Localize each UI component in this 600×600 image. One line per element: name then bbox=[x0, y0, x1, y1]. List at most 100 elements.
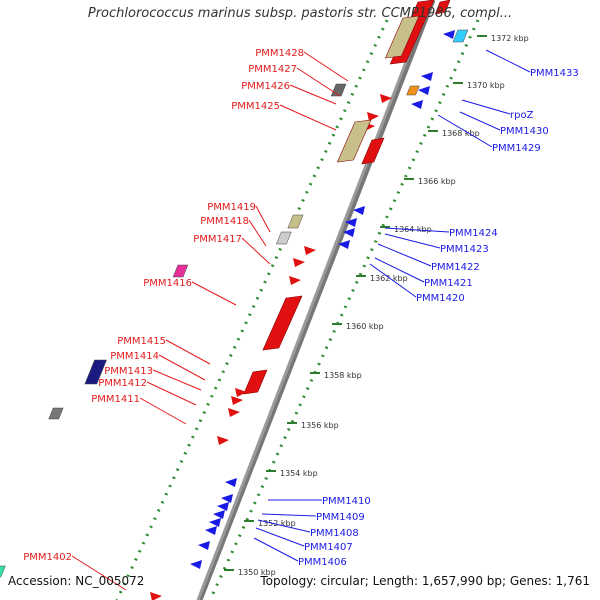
gene-label-rpoz[interactable]: rpoZ bbox=[510, 110, 534, 121]
gene-shape-reverse[interactable] bbox=[338, 240, 350, 249]
gene-label-pmm1415[interactable]: PMM1415 bbox=[117, 336, 166, 347]
gene-shape-other[interactable] bbox=[384, 15, 420, 59]
gene-shape-forward[interactable] bbox=[243, 369, 268, 395]
gene-label-pmm1416[interactable]: PMM1416 bbox=[143, 278, 192, 289]
gene-shape-forward[interactable] bbox=[304, 246, 316, 255]
gene-leader-line bbox=[384, 233, 441, 249]
gene-shape-forward[interactable] bbox=[228, 408, 240, 417]
gene-shape-reverse[interactable] bbox=[221, 494, 233, 503]
gene-label-pmm1429[interactable]: PMM1429 bbox=[492, 143, 541, 154]
gene-leader-line bbox=[303, 51, 349, 82]
gene-label-pmm1433[interactable]: PMM1433 bbox=[530, 68, 579, 79]
gene-label-pmm1421[interactable]: PMM1421 bbox=[424, 278, 473, 289]
gene-label-pmm1430[interactable]: PMM1430 bbox=[500, 126, 549, 137]
gene-shape-other[interactable] bbox=[287, 214, 304, 229]
gene-shape-reverse[interactable] bbox=[343, 228, 355, 237]
gene-shape-reverse[interactable] bbox=[345, 218, 357, 227]
gene-leader-line bbox=[241, 237, 271, 265]
gene-shape-forward[interactable] bbox=[289, 276, 301, 285]
gene-shape-reverse[interactable] bbox=[225, 478, 237, 487]
genome-summary: Topology: circular; Length: 1,657,990 bp… bbox=[260, 574, 590, 588]
gene-label-pmm1411[interactable]: PMM1411 bbox=[91, 394, 140, 405]
scale-tick-label: 1366 kbp bbox=[418, 177, 456, 186]
gene-label-pmm1423[interactable]: PMM1423 bbox=[440, 244, 489, 255]
gene-shape-reverse[interactable] bbox=[418, 86, 430, 95]
gene-label-pmm1419[interactable]: PMM1419 bbox=[207, 202, 256, 213]
gene-shape-reverse[interactable] bbox=[353, 206, 365, 215]
gene-shape-forward[interactable] bbox=[150, 592, 162, 600]
gene-shape-reverse[interactable] bbox=[190, 560, 202, 569]
gene-shape-other[interactable] bbox=[406, 85, 420, 96]
gene-label-pmm1417[interactable]: PMM1417 bbox=[193, 234, 242, 245]
gene-shape-forward[interactable] bbox=[235, 388, 247, 397]
gene-label-pmm1424[interactable]: PMM1424 bbox=[449, 228, 498, 239]
gene-shape-other[interactable] bbox=[84, 359, 107, 385]
scale-tick-label: 1354 kbp bbox=[280, 469, 318, 478]
gene-shape-other[interactable] bbox=[48, 407, 64, 420]
scale-tick-label: 1356 kbp bbox=[301, 421, 339, 430]
gene-label-pmm1426[interactable]: PMM1426 bbox=[241, 81, 290, 92]
gene-shape-reverse[interactable] bbox=[421, 72, 433, 81]
scale-tick-label: 1370 kbp bbox=[467, 81, 505, 90]
gene-label-pmm1410[interactable]: PMM1410 bbox=[322, 496, 371, 507]
map-title: Prochlorococcus marinus subsp. pastoris … bbox=[87, 6, 513, 21]
gene-shape-forward[interactable] bbox=[367, 112, 379, 121]
gene-shape-reverse[interactable] bbox=[213, 510, 225, 519]
gene-shape-reverse[interactable] bbox=[205, 526, 217, 535]
gene-label-pmm1428[interactable]: PMM1428 bbox=[255, 48, 304, 59]
gene-shape-other[interactable] bbox=[172, 264, 189, 278]
gene-leader-line bbox=[437, 114, 493, 148]
gene-label-pmm1413[interactable]: PMM1413 bbox=[104, 366, 153, 377]
gene-label-pmm1408[interactable]: PMM1408 bbox=[310, 528, 359, 539]
gene-label-pmm1407[interactable]: PMM1407 bbox=[304, 542, 353, 553]
gene-label-pmm1406[interactable]: PMM1406 bbox=[298, 557, 347, 568]
gene-leader-line bbox=[485, 49, 531, 73]
gene-label-pmm1409[interactable]: PMM1409 bbox=[316, 512, 365, 523]
genome-backbone bbox=[196, 0, 432, 600]
scale-tick-label: 1360 kbp bbox=[346, 322, 384, 331]
gene-leader-line bbox=[459, 111, 501, 131]
gene-label-pmm1422[interactable]: PMM1422 bbox=[431, 262, 480, 273]
gene-shape-reverse[interactable] bbox=[209, 518, 221, 527]
gene-shape-forward[interactable] bbox=[217, 436, 229, 445]
gene-shape-forward[interactable] bbox=[293, 258, 305, 267]
gene-label-pmm1402[interactable]: PMM1402 bbox=[23, 552, 72, 563]
gene-leader-line bbox=[279, 104, 337, 131]
gene-shape-forward[interactable] bbox=[231, 396, 243, 405]
gene-shape-reverse[interactable] bbox=[198, 541, 210, 550]
gene-shape-other[interactable] bbox=[276, 231, 292, 245]
gene-label-pmm1414[interactable]: PMM1414 bbox=[110, 351, 159, 362]
gene-leader-line bbox=[255, 205, 271, 233]
gene-leader-line bbox=[248, 219, 267, 247]
backbone-shadow bbox=[197, 0, 436, 600]
gene-label-pmm1420[interactable]: PMM1420 bbox=[416, 293, 465, 304]
gene-shape-reverse[interactable] bbox=[411, 100, 423, 109]
gene-leader-line bbox=[139, 397, 187, 425]
gene-shape-forward[interactable] bbox=[361, 137, 385, 165]
gene-label-pmm1418[interactable]: PMM1418 bbox=[200, 216, 249, 227]
gene-leader-line bbox=[191, 281, 237, 306]
gene-leader-line bbox=[384, 227, 450, 233]
gene-shape-forward[interactable] bbox=[380, 94, 392, 103]
gene-shape-reverse[interactable] bbox=[443, 30, 455, 39]
scale-tick-label: 1358 kbp bbox=[324, 371, 362, 380]
gene-shape-other[interactable] bbox=[336, 119, 372, 163]
gene-shape-forward[interactable] bbox=[434, 0, 451, 15]
gene-label-pmm1427[interactable]: PMM1427 bbox=[248, 64, 297, 75]
gene-shape-reverse[interactable] bbox=[452, 29, 469, 43]
gene-label-pmm1425[interactable]: PMM1425 bbox=[231, 101, 280, 112]
gene-leader-line bbox=[255, 527, 305, 547]
gene-leader-line bbox=[257, 519, 311, 533]
scale-tick-label: 1362 kbp bbox=[370, 274, 408, 283]
gene-shape-reverse[interactable] bbox=[217, 502, 229, 511]
gene-leader-line bbox=[461, 99, 511, 115]
gene-leader-line bbox=[377, 243, 432, 267]
gene-leader-line bbox=[71, 555, 127, 591]
gene-shape-other[interactable] bbox=[330, 83, 347, 97]
gene-shape-forward[interactable] bbox=[262, 295, 303, 351]
gene-label-pmm1412[interactable]: PMM1412 bbox=[98, 378, 147, 389]
gene-shape-other[interactable] bbox=[0, 565, 6, 578]
gene-leader-line bbox=[261, 513, 317, 517]
